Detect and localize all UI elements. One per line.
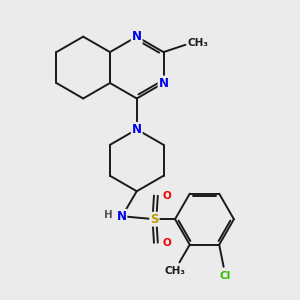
Text: N: N [132,123,142,136]
Text: N: N [116,210,126,223]
Text: CH₃: CH₃ [188,38,208,48]
Text: CH₃: CH₃ [164,266,185,276]
Text: O: O [163,238,172,248]
Text: H: H [104,210,113,220]
Text: N: N [158,76,169,89]
Text: O: O [163,190,172,201]
Text: S: S [150,213,159,226]
Text: N: N [132,30,142,43]
Text: Cl: Cl [220,271,231,281]
